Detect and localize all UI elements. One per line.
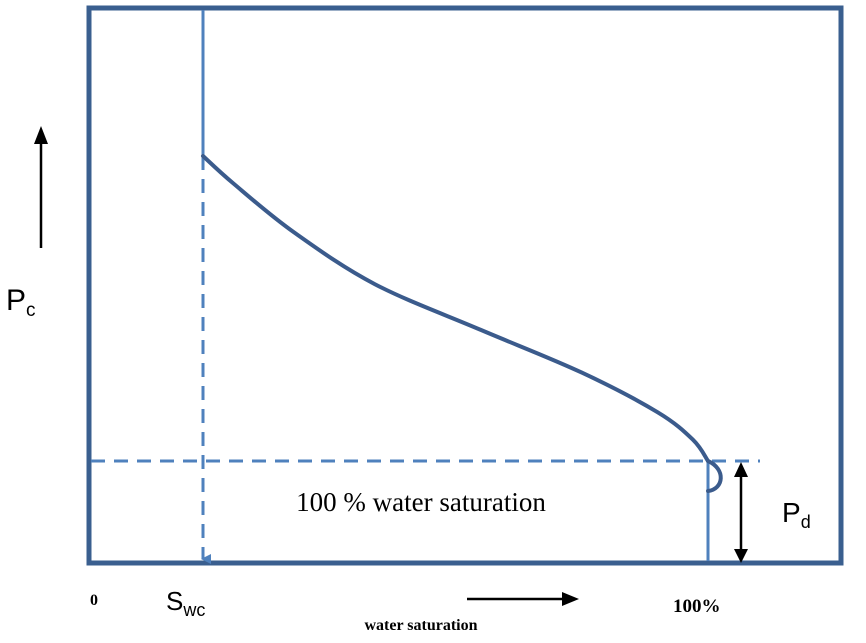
swc-label: Swc [166,586,205,620]
x-tick-label-min: 0 [90,592,98,609]
y-axis-label: Pc [6,284,36,321]
curve-end-hook [706,459,723,493]
pc-up-arrow [34,126,48,248]
x-tick-label-max: 100% [673,596,721,617]
x-axis-label: water saturation [364,617,477,634]
region-label: 100 % water saturation [296,487,546,517]
pd-label: Pd [782,497,811,532]
capillary-pressure-curve [201,154,710,463]
water-saturation-arrow [467,592,579,606]
plot-frame [86,5,844,566]
pd-double-arrow [734,462,748,563]
